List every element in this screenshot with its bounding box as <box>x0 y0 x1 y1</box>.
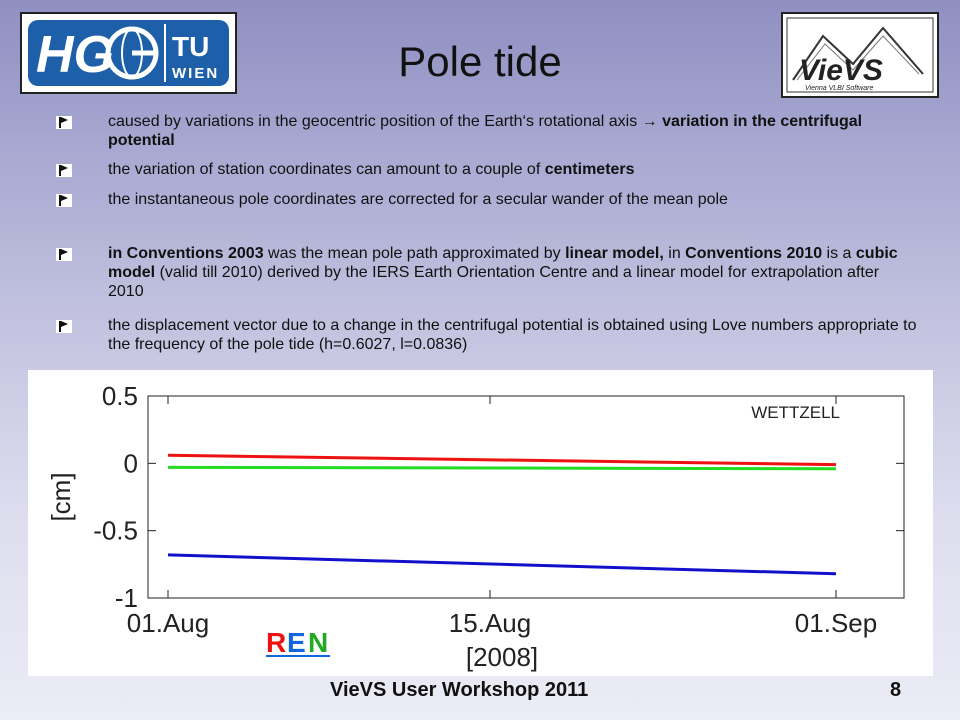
chart-svg: 0.5 0 -0.5 -1 01.Aug 15.Aug 01.Sep WETTZELL [… <box>46 381 905 672</box>
bullet-text-part: the variation of station coordinates can… <box>108 161 545 178</box>
bullet-item: the variation of station coordinates can… <box>56 160 918 179</box>
page-number: 8 <box>890 679 902 701</box>
bullet-text-part: (valid till 2010) derived by the IERS Ea… <box>108 264 880 300</box>
hg-tuwien-logo: HG TU WIEN <box>20 12 237 94</box>
bullet-text: caused by variations in the geocentric p… <box>108 113 862 149</box>
legend-entry-e: E <box>287 627 306 658</box>
bullet-item: the instantaneous pole coordinates are c… <box>56 190 918 209</box>
y-tick-label: 0.5 <box>102 381 138 411</box>
bullet-item: in Conventions 2003 was the mean pole pa… <box>56 244 918 301</box>
bullet-text-part: variation in the centrifugal potential <box>108 113 863 149</box>
bullet-text-part: in Conventions 2003 <box>108 245 264 262</box>
bullet-text: the displacement vector due to a change … <box>108 317 917 353</box>
bullet-text: the instantaneous pole coordinates are c… <box>108 191 728 208</box>
bullet-text-part: caused by variations in the geocentric p… <box>108 113 663 130</box>
series-lines <box>167 453 837 576</box>
plot-frame <box>147 395 905 599</box>
legend-entry-r: R <box>266 627 286 658</box>
bullet-text-part: in <box>663 245 686 262</box>
series-line-n <box>167 553 837 576</box>
vievs-logo: VieVS Vienna VLBI Software <box>781 12 939 98</box>
bullet-text-part: is a <box>822 245 856 262</box>
x-axis-label: [2008] <box>466 642 538 672</box>
pole-tide-plot: 0.5 0 -0.5 -1 01.Aug 15.Aug 01.Sep WETTZELL [… <box>28 370 933 676</box>
bullet-text-part: Conventions 2010 <box>685 245 823 262</box>
flag-bullet-icon <box>56 194 72 207</box>
x-tick-label: 01.Aug <box>127 608 209 638</box>
flag-bullet-icon <box>56 248 72 261</box>
flag-bullet-icon <box>56 164 72 177</box>
y-tick-label: -0.5 <box>93 516 138 546</box>
flag-bullet-icon <box>56 116 72 129</box>
bullet-item: caused by variations in the geocentric p… <box>56 112 918 150</box>
x-tick-label: 01.Sep <box>795 608 877 638</box>
footer-title: VieVS User Workshop 2011 <box>330 679 589 701</box>
bullet-text-part: the displacement vector due to a change … <box>108 317 917 353</box>
bullet-text: in Conventions 2003 was the mean pole pa… <box>108 245 898 300</box>
y-tick-label: 0 <box>124 448 138 478</box>
x-tick-label: 15.Aug <box>449 608 531 638</box>
slide-title: Pole tide <box>398 38 562 85</box>
bullet-text-part: centimeters <box>544 161 635 178</box>
bullet-text-part: cubic model <box>108 245 898 281</box>
y-tick-label: -1 <box>115 583 138 613</box>
flag-bullet-icon <box>56 320 72 333</box>
logo-vievs-text: VieVS <box>799 54 883 87</box>
station-annotation: WETTZELL <box>751 403 840 422</box>
logo-tu-text: TU <box>172 31 209 62</box>
series-line-e <box>167 465 837 471</box>
bullet-text-part: the instantaneous pole coordinates are c… <box>108 191 728 208</box>
y-axis-label: [cm] <box>46 472 76 521</box>
hg-tuwien-logo-graphic: HG TU WIEN <box>28 20 229 86</box>
y-axis: 0.5 0 -0.5 -1 <box>93 381 904 613</box>
logo-vievs-subtext: Vienna VLBI Software <box>805 85 873 92</box>
x-axis: 01.Aug 15.Aug 01.Sep <box>127 396 877 638</box>
vievs-logo-graphic: VieVS Vienna VLBI Software <box>786 17 934 93</box>
logo-hg-text: HG <box>36 26 114 84</box>
logo-wien-text: WIEN <box>172 65 219 82</box>
series-line-r <box>167 453 837 467</box>
bullet-text-part: linear model, <box>565 245 664 262</box>
bullet-text: the variation of station coordinates can… <box>108 161 635 178</box>
bullet-item: the displacement vector due to a change … <box>56 316 918 354</box>
legend-entry-n: N <box>308 627 328 658</box>
bullet-text-part: was the mean pole path approximated by <box>263 245 566 262</box>
